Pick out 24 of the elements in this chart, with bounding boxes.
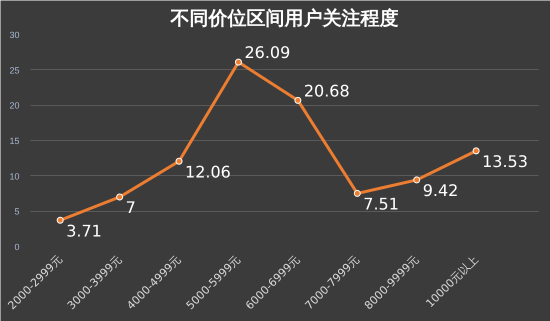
- data-label: 9.42: [422, 180, 458, 200]
- y-tick-label: 5: [14, 206, 20, 217]
- y-tick-label: 0: [14, 242, 20, 252]
- data-label: 12.06: [185, 162, 231, 182]
- y-tick-label: 20: [9, 100, 20, 111]
- point: [354, 190, 361, 197]
- data-label: 26.09: [244, 43, 290, 62]
- point: [472, 147, 480, 154]
- point: [294, 96, 302, 104]
- data-label: 7: [126, 198, 136, 218]
- data-label: 3.71: [66, 221, 102, 240]
- y-tick-label: 25: [9, 65, 20, 76]
- point: [176, 158, 183, 165]
- point: [56, 216, 64, 224]
- y-tick-label: 30: [9, 30, 20, 40]
- data-label: 7.51: [363, 194, 399, 214]
- y-tick-label: 10: [9, 171, 20, 182]
- point: [413, 176, 420, 184]
- point: [234, 58, 242, 66]
- chart-title: 不同价位区间用户关注程度: [170, 8, 398, 30]
- data-label: 20.68: [304, 81, 350, 100]
- point: [116, 194, 124, 201]
- data-label: 13.53: [482, 152, 528, 171]
- y-tick-label: 15: [9, 136, 20, 146]
